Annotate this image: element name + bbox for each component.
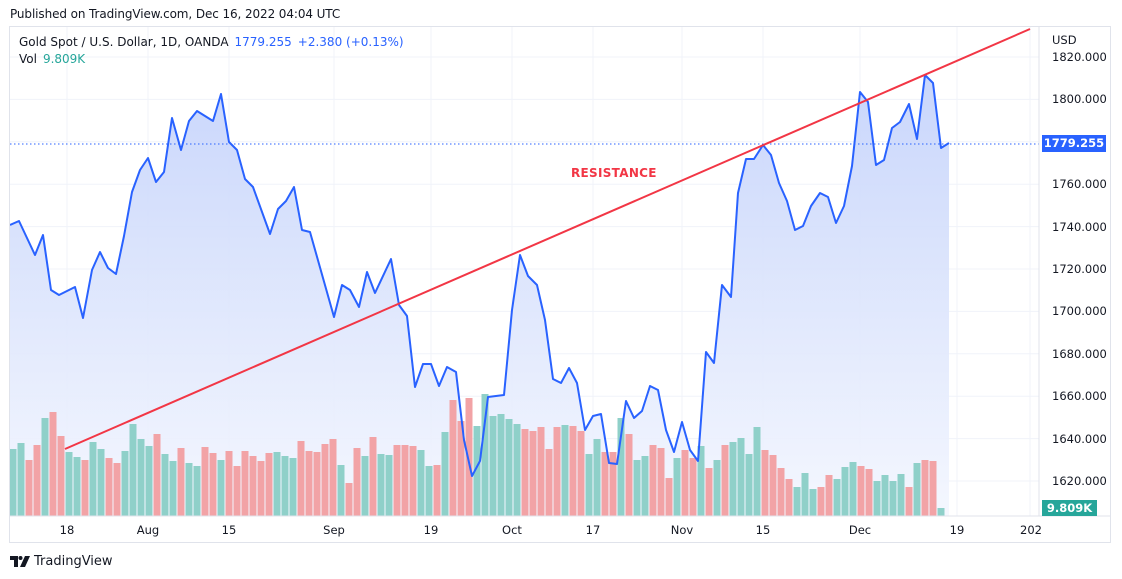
tradingview-logo-icon xyxy=(10,556,30,567)
price-tick-label: 1720.000 xyxy=(1052,262,1107,276)
time-tick-label: Oct xyxy=(502,523,522,537)
symbol-title[interactable]: Gold Spot / U.S. Dollar, 1D, OANDA xyxy=(19,35,229,49)
legend-volume-value: 9.809K xyxy=(42,52,86,66)
legend-last-price: 1779.255 xyxy=(234,35,292,49)
tradingview-logo[interactable]: TradingView xyxy=(10,554,113,569)
volume-indicator-label[interactable]: Vol xyxy=(19,52,37,66)
time-tick-label: Sep xyxy=(323,523,345,537)
resistance-trendline[interactable] xyxy=(64,28,1031,450)
price-tick-label: 1740.000 xyxy=(1052,219,1107,234)
tradingview-brand: TradingView xyxy=(34,554,113,569)
price-tick-label: 1680.000 xyxy=(1052,346,1107,361)
price-tick-label: 1820.000 xyxy=(1052,50,1107,64)
legend-volume-row: Vol 9.809K xyxy=(19,51,404,68)
time-tick-label: 15 xyxy=(221,523,237,537)
time-tick-label: Nov xyxy=(670,523,694,537)
time-tick-label: 202 xyxy=(1020,523,1042,537)
price-tick-label: 1640.000 xyxy=(1052,431,1107,446)
time-tick-label: 19 xyxy=(423,523,439,537)
price-line[interactable] xyxy=(10,74,950,477)
published-info: Published on TradingView.com, Dec 16, 20… xyxy=(10,7,341,21)
volume-bars xyxy=(10,394,945,516)
legend-change: +2.380 (+0.13%) xyxy=(297,35,404,49)
chart-legend: Gold Spot / U.S. Dollar, 1D, OANDA 1779.2… xyxy=(19,34,404,68)
price-tick-label: 1700.000 xyxy=(1052,304,1107,319)
price-tick-label: 1660.000 xyxy=(1052,389,1107,404)
time-tick-label: 18 xyxy=(59,523,75,537)
price-tick-label: 1800.000 xyxy=(1052,92,1107,107)
resistance-label[interactable]: RESISTANCE xyxy=(571,166,657,180)
volume-badge: 9.809K xyxy=(1042,500,1097,516)
time-tick-label: Aug xyxy=(136,523,160,537)
price-area xyxy=(10,75,949,516)
currency-label[interactable]: USD xyxy=(1052,33,1077,47)
time-tick-label: 17 xyxy=(585,523,601,537)
time-tick-label: 15 xyxy=(755,523,771,537)
last-price-badge: 1779.255 xyxy=(1042,135,1106,152)
price-tick-label: 1760.000 xyxy=(1052,177,1107,192)
legend-price-row: Gold Spot / U.S. Dollar, 1D, OANDA 1779.2… xyxy=(19,34,404,51)
time-tick-label: Dec xyxy=(848,523,872,537)
price-tick-label: 1620.000 xyxy=(1052,474,1107,488)
time-tick-label: 19 xyxy=(949,523,965,537)
